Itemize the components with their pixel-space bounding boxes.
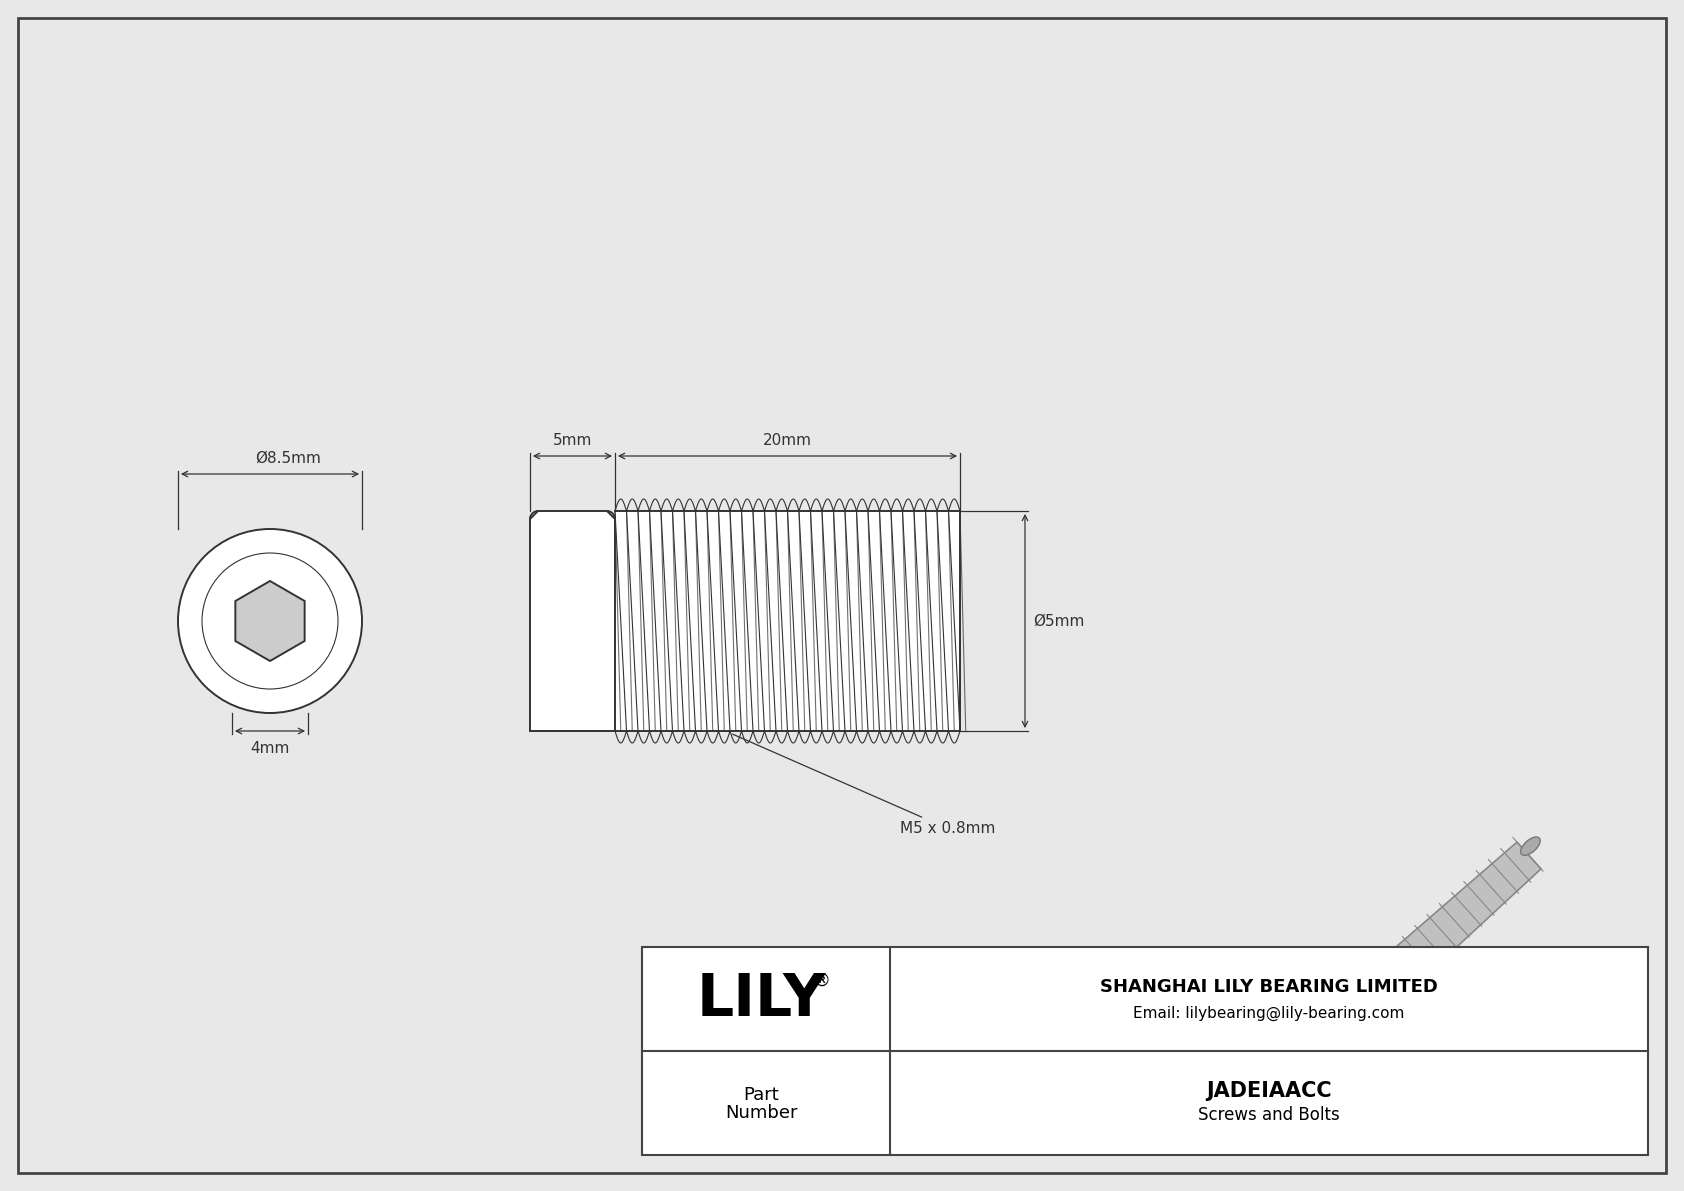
Text: Ø5mm: Ø5mm: [1032, 613, 1084, 629]
Ellipse shape: [1137, 1048, 1273, 1093]
Bar: [530, 511, 615, 731]
Bar: [615, 511, 960, 731]
Text: 20mm: 20mm: [763, 434, 812, 448]
Polygon shape: [1145, 1089, 1268, 1106]
Text: Email: lilybearing@lily-bearing.com: Email: lilybearing@lily-bearing.com: [1133, 1005, 1404, 1021]
Text: Screws and Bolts: Screws and Bolts: [1197, 1106, 1340, 1124]
Text: 4mm: 4mm: [251, 741, 290, 756]
Text: ®: ®: [812, 972, 830, 990]
Text: 5mm: 5mm: [552, 434, 593, 448]
Text: M5 x 0.8mm: M5 x 0.8mm: [733, 734, 995, 836]
Text: JADEIAACC: JADEIAACC: [1206, 1081, 1332, 1100]
Ellipse shape: [1187, 1062, 1223, 1079]
Ellipse shape: [1521, 837, 1541, 855]
Circle shape: [179, 529, 362, 713]
Bar: [642, 947, 1649, 1155]
Text: Ø8.5mm: Ø8.5mm: [254, 451, 322, 466]
Polygon shape: [1243, 842, 1541, 1115]
Text: SHANGHAI LILY BEARING LIMITED: SHANGHAI LILY BEARING LIMITED: [1100, 978, 1438, 996]
Text: Number: Number: [724, 1104, 797, 1122]
Polygon shape: [236, 581, 305, 661]
Text: Part: Part: [743, 1086, 780, 1104]
Text: LILY: LILY: [697, 971, 825, 1028]
